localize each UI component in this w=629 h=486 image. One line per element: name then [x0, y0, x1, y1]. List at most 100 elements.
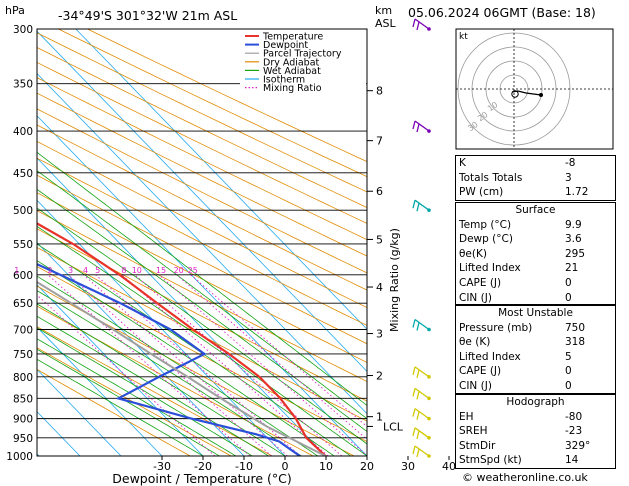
stat-label: StmDir [459, 439, 496, 452]
stat-value: 0 [565, 291, 572, 304]
wet-adiabat-line [37, 327, 253, 456]
stat-label: CAPE (J) [459, 365, 502, 378]
hodograph-panel: Hodograph EH -80 SREH -23 StmDir 329° StmSpd (… [455, 394, 616, 469]
x-tick-label: 0 [282, 460, 289, 473]
stat-label: StmSpd (kt) [459, 454, 522, 467]
wind-barb [412, 199, 431, 212]
isotherm-line [37, 368, 122, 456]
dry-adiabat-line [37, 347, 232, 456]
pressure-tick-label: 650 [13, 298, 33, 310]
stat-row: CAPE (J) 0 [456, 276, 615, 291]
mixing-ratio-label: 10 [132, 266, 142, 275]
stat-label: Lifted Index [459, 350, 521, 363]
copyright: © weatheronline.co.uk [462, 471, 588, 484]
pressure-unit: hPa [5, 4, 25, 17]
wet-adiabat-line [37, 315, 269, 456]
indices-panel: K -8 Totals Totals 3 PW (cm) 1.72 [455, 155, 616, 201]
stat-label: Lifted Index [459, 262, 521, 275]
stat-row: CIN (J) 0 [456, 291, 615, 306]
dry-adiabat-line [37, 192, 367, 363]
x-axis-label: Dewpoint / Temperature (°C) [112, 471, 291, 486]
dry-adiabat-line [37, 228, 367, 402]
stat-value: 21 [565, 262, 579, 275]
stat-row: StmDir 329° [456, 439, 615, 454]
km-tick-label: 4 [376, 281, 383, 294]
dry-adiabat-line [37, 305, 314, 456]
mixing-ratio-label: 8 [121, 266, 126, 275]
stat-label: Totals Totals [459, 171, 523, 184]
stat-label: EH [459, 410, 474, 423]
mixing-ratio-label: 3 [68, 266, 73, 275]
stat-value: 295 [565, 247, 586, 260]
pressure-tick-label: 600 [13, 270, 33, 282]
legend-label: Wet Adiabat [263, 66, 321, 77]
dewpoint-line [37, 262, 301, 456]
legend-label: Mixing Ratio [263, 83, 322, 94]
x-tick-label: 30 [401, 460, 415, 473]
km-tick-label: 3 [376, 328, 383, 341]
pressure-tick-label: 500 [13, 205, 33, 217]
isotherm-line [75, 29, 367, 330]
stat-row: StmSpd (kt) 14 [456, 453, 615, 468]
x-tick-label: -10 [235, 460, 253, 473]
parcel-trajectory-line [37, 280, 327, 456]
stat-value: -80 [565, 410, 583, 423]
surface-panel: Surface Temp (°C) 9.9 Dewp (°C) 3.6 θe(K) 295… [455, 202, 616, 305]
x-tick-label: -30 [153, 460, 171, 473]
stat-label: K [459, 157, 466, 169]
stat-label: θe(K) [459, 247, 487, 260]
km-tick-label: 8 [376, 85, 383, 98]
storm-motion-marker [511, 90, 519, 98]
hodograph-trace [511, 90, 542, 96]
mixing-ratio-label: 4 [83, 266, 88, 275]
km-tick-label: 2 [376, 370, 383, 383]
stat-label: CIN (J) [459, 291, 492, 304]
stat-value: 5 [565, 350, 572, 363]
x-tick-label: 10 [319, 460, 333, 473]
hodograph-unit: kt [459, 32, 468, 42]
pressure-tick-label: 450 [13, 168, 33, 180]
stat-row: Lifted Index 5 [456, 350, 615, 365]
stat-row: Pressure (mb) 750 [456, 321, 615, 336]
stat-value: 329° [565, 439, 591, 452]
wind-barb [412, 408, 431, 421]
y-axis-right-label: Mixing Ratio (g/kg) [388, 228, 401, 332]
stat-row: EH -80 [456, 410, 615, 425]
wind-barb [412, 387, 431, 401]
wet-adiabat-line [37, 207, 367, 445]
km-tick-label: 5 [376, 233, 383, 246]
pressure-tick-label: 900 [13, 414, 33, 426]
dry-adiabat-line [37, 368, 191, 456]
pressure-tick-label: 700 [13, 325, 33, 337]
hodograph-frame [455, 28, 614, 150]
stat-value: 9.9 [565, 218, 582, 231]
stat-row: Temp (°C) 9.9 [456, 218, 615, 233]
stat-value: -23 [565, 425, 583, 438]
wet-adiabat-line [37, 290, 302, 456]
wind-barb [412, 445, 431, 458]
mixing-ratio-label: 20 [174, 266, 184, 275]
legend-label: Dewpoint [263, 40, 308, 51]
km-tick-label: 6 [376, 185, 383, 198]
legend-label: Temperature [262, 32, 323, 43]
mixing-ratio-label: 1 [14, 266, 19, 275]
mixing-ratio-line [83, 274, 288, 456]
stat-label: CAPE (J) [459, 276, 502, 289]
km-tick-label: 1 [376, 411, 383, 424]
pressure-tick-label: 400 [13, 126, 33, 138]
stat-row: K -8 [456, 156, 615, 171]
most-unstable-title: Most Unstable [498, 307, 573, 319]
stat-label: CIN (J) [459, 379, 492, 392]
dry-adiabat-line [37, 140, 367, 308]
temperature-line [37, 222, 327, 456]
stat-value: 3 [565, 171, 572, 184]
stat-row: CAPE (J) 0 [456, 364, 615, 379]
stat-row: SREH -23 [456, 424, 615, 439]
plot-frame [36, 28, 368, 457]
km-tick-label: 7 [376, 135, 383, 148]
isotherm-line [37, 242, 245, 456]
mixing-ratio-label: 25 [188, 266, 198, 275]
stat-value: 318 [565, 336, 586, 349]
